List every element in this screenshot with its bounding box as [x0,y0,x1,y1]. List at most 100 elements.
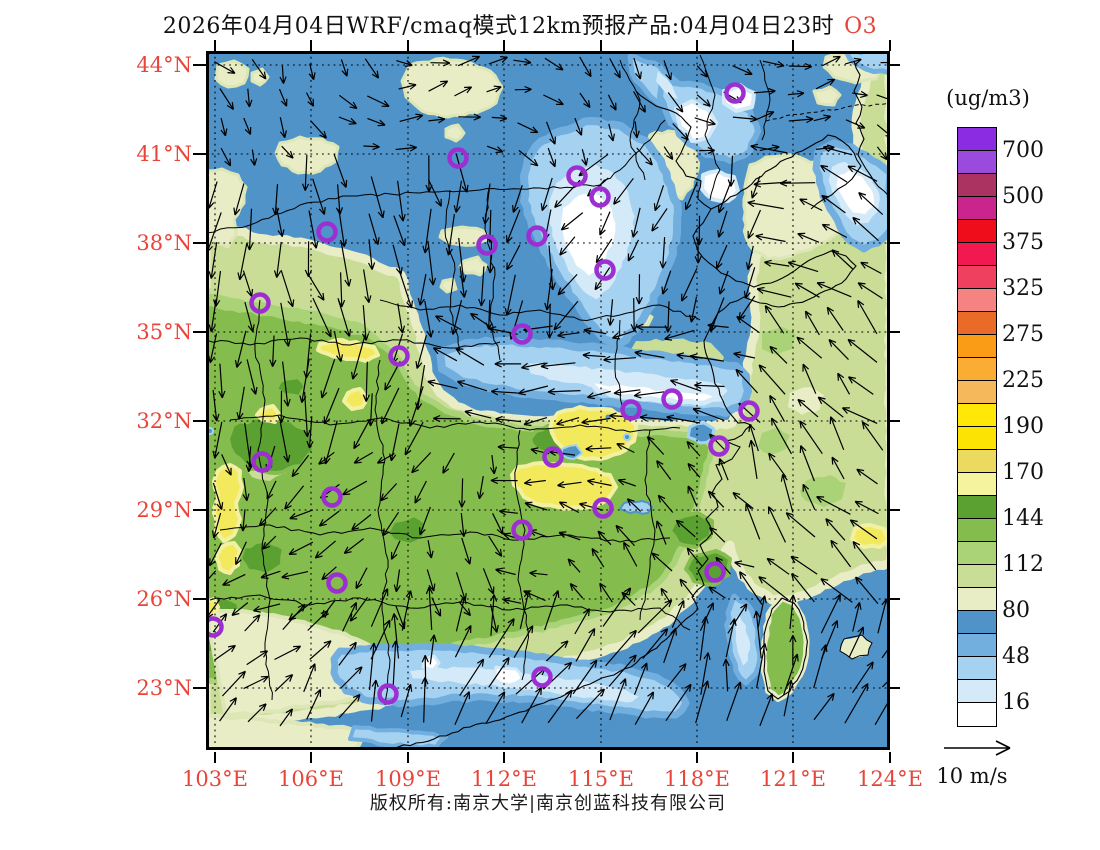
wind-arrow [665,683,692,722]
wind-arrow [845,57,862,65]
boundary-line [205,119,666,234]
wind-arrow [780,473,794,513]
wind-arrow [788,62,812,71]
wind-arrow [837,372,851,395]
wind-arrow [340,59,349,77]
transition-beige-patch [439,277,458,294]
wind-arrow [307,610,329,631]
lon-tick-label: 115°E [568,767,634,791]
wind-arrow [829,416,845,451]
wind-arrow [759,693,774,727]
wind-arrow [401,590,413,631]
wind-arrow [312,178,326,215]
colorbar-segment [958,266,996,289]
wind-arrow [581,149,589,166]
wind-arrow [802,363,817,394]
wind-arrow [513,625,534,659]
wind-arrow [274,674,294,692]
wind-arrow [633,662,648,696]
high-o3-green-patch [238,539,286,577]
wind-arrow [788,115,814,124]
wind-arrow [253,603,281,613]
wind-arrow [221,670,246,697]
wind-arrow [459,658,485,697]
wind-arrow [779,179,816,187]
city-marker [321,486,343,508]
wind-arrow [656,460,672,480]
boundary-line [444,189,461,351]
wind-arrow [655,520,667,545]
wind-arrow [613,177,634,205]
wind-arrow [591,548,605,568]
wind-arrow [689,353,724,362]
wind-arrow [246,650,269,666]
wind-arrow [368,642,377,691]
wind-arrow [213,644,236,661]
o3-minimum-white [587,378,724,406]
wind-arrow [504,274,516,316]
wind-arrow [308,210,319,249]
wind-arrow [826,306,844,331]
wind-arrow [813,692,835,721]
wind-arrow [244,614,261,632]
wind-arrow [632,121,640,139]
colorbar-unit-label: (ug/m3) [946,86,1030,110]
wind-arrow [419,506,431,536]
city-marker [661,388,683,410]
colorbar-segment [958,450,996,473]
wind-arrow [219,697,237,722]
wind-arrow [574,117,583,136]
wind-arrow [364,58,380,79]
wind-arrow [575,628,596,662]
wind-arrow [414,480,427,504]
elevated-o3-yellow-patch [212,463,244,543]
wind-arrow [852,661,874,694]
wind-arrow [608,123,615,142]
wind-arrow [523,417,548,427]
wind-arrow [603,355,637,364]
wind-arrow [486,85,502,93]
wind-arrow [367,117,386,127]
wind-arrow [748,439,758,479]
wind-arrow [695,680,710,724]
axis-tick [193,509,206,511]
wind-arrow [258,507,277,527]
wind-arrow [623,541,638,567]
wind-arrow [663,60,672,81]
wind-arrow [684,181,698,211]
wind-arrow [242,270,254,297]
wind-arrow [734,560,755,568]
wind-arrow [367,393,375,427]
colorbar-segment [958,220,996,243]
wind-arrow [512,185,523,213]
wind-arrow [368,213,380,245]
wind-arrow [718,458,729,481]
colorbar-segment [958,197,996,220]
wind-arrow [274,645,302,661]
wind-arrow [461,537,472,565]
wind-arrow [709,526,726,543]
wind-arrow [692,407,725,422]
very-low-o3 [731,609,755,671]
transition-beige-patch [812,85,842,107]
wind-arrow [391,640,399,688]
wind-arrow [485,691,506,725]
wind-arrow [415,335,427,369]
wind-arrow [246,359,258,395]
axis-tick [214,752,216,763]
lon-tick-label: 124°E [857,767,923,791]
city-marker [708,435,730,457]
wind-arrow [395,144,417,152]
lat-tick-label: 35°N [136,320,192,344]
wind-arrow [747,200,784,210]
wind-arrow [498,508,518,516]
wind-arrow [822,55,841,67]
wind-arrow [856,468,878,485]
wind-arrow [681,268,698,302]
wind-arrow [689,296,698,323]
colorbar-segment [958,657,996,680]
station-markers [202,82,760,705]
wind-arrow [617,478,636,487]
axis-tick [193,331,206,333]
wind-arrow [482,568,495,595]
